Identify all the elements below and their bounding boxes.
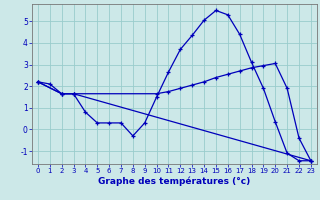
X-axis label: Graphe des températures (°c): Graphe des températures (°c) [98, 177, 251, 186]
